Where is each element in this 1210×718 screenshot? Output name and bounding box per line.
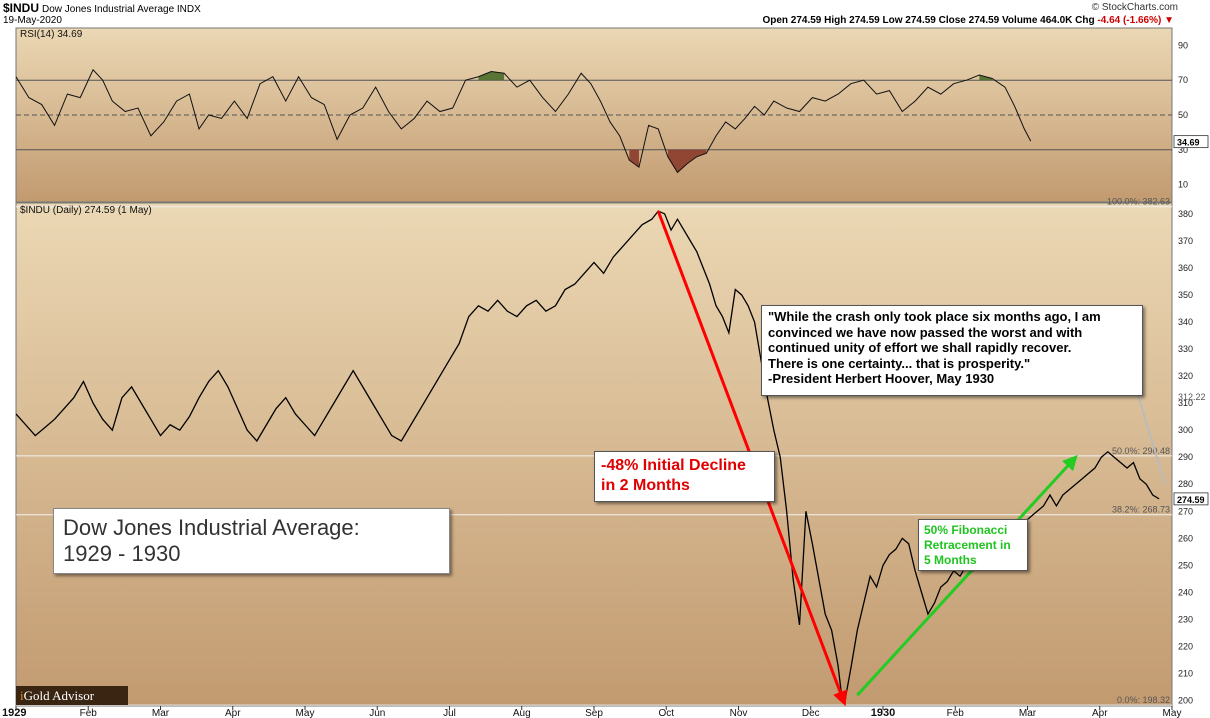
fib-line: 50% Fibonacci	[924, 523, 1008, 537]
price-tick-label: 210	[1178, 669, 1193, 679]
price-tick-label: 330	[1178, 344, 1193, 354]
rsi-overbought-fill	[478, 71, 505, 81]
price-last-value-box	[1173, 492, 1209, 506]
symbol-title: $INDU Dow Jones Industrial Average INDX	[3, 1, 201, 15]
x-axis-label: Jul	[443, 708, 456, 718]
x-axis-label: Jun	[369, 708, 385, 718]
rsi-last-value-box	[1173, 135, 1209, 149]
x-axis-label: May	[1163, 708, 1182, 718]
fibonacci-level-label: 38.2%: 268.73	[1112, 505, 1170, 515]
x-axis-label: Mar	[1019, 708, 1037, 718]
price-last-value: 274.59	[1177, 495, 1205, 505]
decline-line: -48% Initial Decline	[601, 457, 746, 474]
x-axis-label: Feb	[947, 708, 965, 718]
price-tick-label: 200	[1178, 696, 1193, 706]
chart-date: 19-May-2020	[3, 15, 62, 26]
quote-line: -President Herbert Hoover, May 1930	[768, 371, 995, 386]
rsi-oversold-fill	[667, 149, 707, 173]
x-axis-label: 1929	[2, 707, 26, 718]
rsi-oversold-fill	[629, 149, 639, 168]
fib-line: Retracement in	[924, 538, 1011, 552]
price-tick-label: 340	[1178, 317, 1193, 327]
fibonacci-level-label: 50.0%: 290.48	[1112, 446, 1170, 456]
price-tick-label: 360	[1178, 263, 1193, 273]
decline-callout: -48% Initial Decline in 2 Months	[594, 451, 775, 502]
fibonacci-level-label: 100.0%: 382.63	[1107, 197, 1170, 207]
x-axis-label: Oct	[658, 708, 674, 718]
rsi-tick-label: 30	[1178, 145, 1188, 155]
axes-layer: 10 30 50 70 90 200 210 220 230 240 250 260 270 280 290…	[2, 29, 1209, 718]
brand-link[interactable]: © StockCharts.com	[1091, 2, 1178, 13]
price-tick-label: 240	[1178, 587, 1193, 597]
price-tick-label: 260	[1178, 533, 1193, 543]
title-line: Dow Jones Industrial Average:	[63, 515, 360, 540]
price-extra-tick-label: 312.22	[1178, 392, 1206, 402]
price-tick-label: 270	[1178, 506, 1193, 516]
price-panel-label: $INDU (Daily) 274.59 (1 May)	[20, 205, 152, 216]
price-tick-label: 350	[1178, 290, 1193, 300]
x-axis-label: Nov	[730, 708, 748, 718]
x-axis-label: Apr	[1092, 708, 1108, 718]
x-axis-label: Aug	[513, 708, 531, 718]
logo-text: Gold Advisor	[23, 688, 95, 703]
x-axis-label: 1930	[871, 707, 895, 718]
price-tick-label: 380	[1178, 209, 1193, 219]
title-line: 1929 - 1930	[63, 541, 181, 566]
x-axis-label: May	[296, 708, 315, 718]
price-tick-label: 300	[1178, 425, 1193, 435]
logo-prefix: i	[20, 688, 24, 703]
rsi-last-value: 34.69	[1177, 138, 1200, 148]
recovery-arrow	[856, 454, 1078, 697]
price-tick-label: 220	[1178, 642, 1193, 652]
chart-title-callout: Dow Jones Industrial Average: 1929 - 193…	[53, 508, 450, 574]
quote-values: Open 274.59 High 274.59 Low 274.59 Close…	[762, 15, 1095, 26]
quote-change: -4.64 (-1.66%) ▼	[1097, 15, 1174, 26]
price-tick-label: 230	[1178, 614, 1193, 624]
price-tick-label: 320	[1178, 371, 1193, 381]
quote-line: "While the crash only took place six mon…	[768, 309, 1101, 324]
x-axis-label: Sep	[585, 708, 603, 718]
price-tick-label: 370	[1178, 236, 1193, 246]
x-axis-label: Feb	[80, 708, 98, 718]
fibonacci-callout: 50% Fibonacci Retracement in 5 Months	[918, 519, 1028, 571]
price-tick-label: 250	[1178, 560, 1193, 570]
price-tick-label: 290	[1178, 452, 1193, 462]
instrument-name: Dow Jones Industrial Average INDX	[42, 4, 201, 15]
quote-pointer-line	[1137, 394, 1166, 485]
rsi-tick-label: 10	[1178, 180, 1188, 190]
x-axis-label: Apr	[225, 708, 241, 718]
rsi-tick-label: 90	[1178, 40, 1188, 50]
x-axis-label: Mar	[152, 708, 170, 718]
price-tick-label: 280	[1178, 479, 1193, 489]
rsi-line	[15, 68, 1032, 174]
hoover-quote-callout: "While the crash only took place six mon…	[761, 305, 1143, 396]
price-tick-label: 310	[1178, 398, 1193, 408]
symbol: $INDU	[3, 1, 40, 15]
rsi-tick-label: 70	[1178, 75, 1188, 85]
decline-line: in 2 Months	[601, 477, 690, 494]
chart-header: $INDU Dow Jones Industrial Average INDX 1…	[0, 0, 1210, 28]
quote-line: continued unity of effort we shall rapid…	[768, 340, 1072, 355]
quote-summary: Open 274.59 High 274.59 Low 274.59 Close…	[762, 15, 1174, 26]
rsi-tick-label: 50	[1178, 110, 1188, 120]
fib-line: 5 Months	[924, 553, 977, 567]
quote-line: convinced we have now passed the worst a…	[768, 324, 1083, 340]
igold-advisor-logo: iGold Advisor	[16, 686, 128, 705]
x-axis-label: Dec	[802, 708, 820, 718]
rsi-panel-label: RSI(14) 34.69	[20, 29, 83, 40]
quote-line: There is one certainty... that is prospe…	[768, 355, 1031, 371]
fibonacci-level-label: 0.0%: 198.32	[1117, 695, 1170, 705]
